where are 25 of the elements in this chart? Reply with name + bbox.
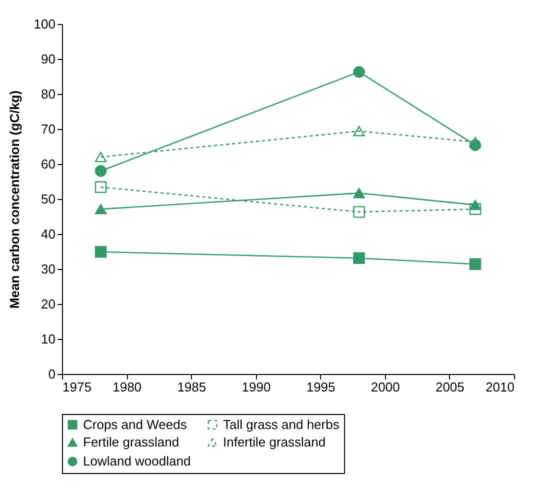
x-tick-label: 1980 <box>112 380 142 394</box>
y-tick-label: 10 <box>41 332 56 346</box>
legend-label: Fertile grassland <box>83 434 180 450</box>
y-tick-label: 30 <box>41 262 56 276</box>
y-tick-label: 0 <box>48 366 56 382</box>
legend-label: Tall grass and herbs <box>223 416 340 432</box>
x-tick-label: 1995 <box>306 380 336 394</box>
y-tick-label: 90 <box>41 52 56 66</box>
x-tick-label: 2010 <box>486 380 514 394</box>
legend-label: Lowland woodland <box>83 454 191 468</box>
x-tick-label: 1975 <box>62 380 92 394</box>
x-tick-label: 2005 <box>435 380 464 394</box>
y-tick-label: 50 <box>41 192 56 206</box>
y-tick-label: 80 <box>41 86 56 102</box>
legend-label: Crops and Weeds <box>83 416 188 432</box>
y-tick-label: 20 <box>41 296 56 312</box>
x-tick-label: 1990 <box>242 380 271 394</box>
y-axis-title: Mean carbon concentration (gC/kg) <box>6 90 22 309</box>
y-tick-label: 60 <box>41 156 56 172</box>
legend-label: Infertile grassland <box>223 434 326 450</box>
y-tick-label: 70 <box>41 122 56 136</box>
y-tick-label: 100 <box>34 16 56 32</box>
y-tick-label: 40 <box>41 226 56 242</box>
x-tick-label: 2000 <box>370 380 400 394</box>
x-tick-label: 1985 <box>177 380 206 394</box>
